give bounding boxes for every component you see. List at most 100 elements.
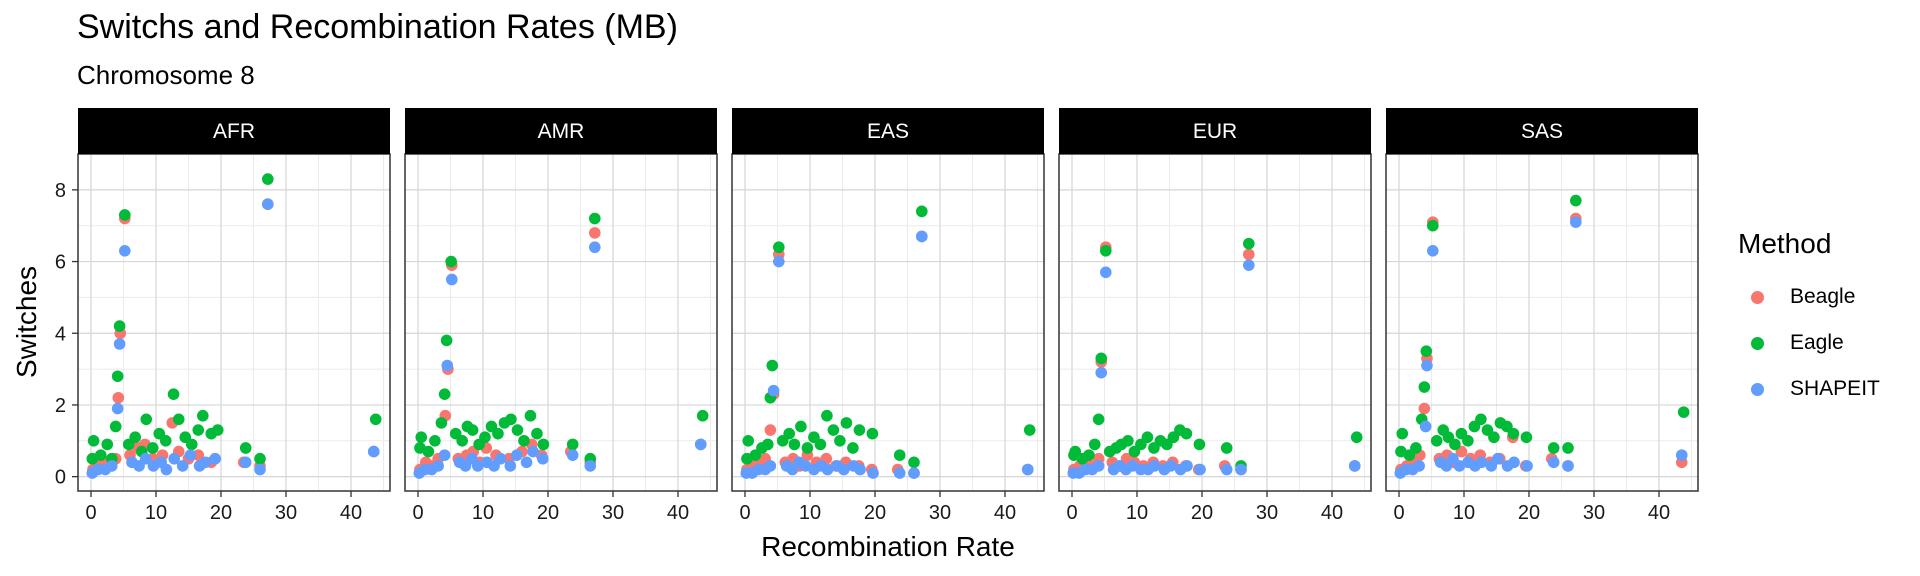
x-tick-label: 0 [1066,502,1077,524]
y-axis-title: Switches [11,266,42,378]
point-eagle [435,417,448,429]
point-shapeit [106,460,118,472]
point-beagle [764,424,777,436]
panel-afr: AFR 0 10 20 30 40 0 2 4 6 8 [55,108,391,524]
x-tick-label: 40 [667,502,689,524]
x-tick-label: 20 [1518,502,1540,524]
point-shapeit [1508,456,1520,469]
point-shapeit [916,230,928,243]
point-eagle [531,427,543,440]
point-eagle [801,442,814,454]
point-eagle [1095,352,1108,365]
point-shapeit [1165,460,1177,472]
point-shapeit [566,449,579,461]
point-eagle [788,438,801,451]
panel-background [1059,154,1371,491]
point-eagle [197,409,209,422]
point-eagle [1562,442,1574,454]
point-shapeit [1521,460,1533,472]
point-eagle [1396,427,1409,440]
point-eagle [129,431,141,444]
point-shapeit [1492,452,1504,465]
chart-subtitle: Chromosome 8 [77,60,255,90]
point-eagle [511,424,524,436]
point-shapeit [694,438,707,451]
point-eagle [369,413,382,426]
point-eagle [795,420,807,433]
point-eagle [239,442,252,454]
point-eagle [1069,445,1082,458]
point-eagle [113,320,126,332]
x-tick-label: 10 [1126,502,1148,524]
point-eagle [1083,449,1095,461]
legend: Method Beagle Eagle SHAPEIT [1738,228,1880,412]
point-eagle [1088,438,1101,451]
chart-title: Switchs and Recombination Rates (MB) [77,8,678,46]
y-tick-label: 6 [55,252,66,274]
point-shapeit [1547,456,1560,469]
x-tick-label: 10 [145,502,167,524]
point-shapeit [821,463,834,476]
point-shapeit [254,463,266,476]
point-shapeit [199,456,212,469]
point-eagle [159,435,172,447]
point-eagle [834,435,846,447]
x-tick-label: 10 [799,502,821,524]
point-eagle [1430,435,1443,447]
point-eagle [172,413,185,426]
point-eagle [440,334,453,347]
point-eagle [429,435,441,447]
x-axis-title: Recombination Rate [761,531,1015,562]
point-beagle [1418,402,1431,415]
point-eagle [1449,438,1461,451]
point-shapeit [520,456,533,469]
legend-label-eagle: Eagle [1790,331,1844,354]
point-eagle [466,424,479,436]
x-tick-label: 20 [1191,502,1213,524]
point-shapeit [1220,463,1233,476]
point-eagle [192,424,205,436]
panel-eur: EUR 0 10 20 30 40 [1058,108,1372,524]
point-eagle [783,427,795,440]
point-shapeit [584,460,597,472]
facet-strip [78,108,390,154]
point-eagle [1122,435,1134,447]
point-shapeit [119,244,131,257]
panel-eas: EAS 0 10 20 30 40 [731,108,1045,524]
x-tick-label: 20 [864,502,886,524]
point-shapeit [838,463,850,476]
point-eagle [1418,381,1431,393]
x-tick-label: 30 [275,502,297,524]
point-eagle [766,359,779,372]
x-tick-label: 30 [602,502,624,524]
point-eagle [119,209,131,221]
point-eagle [87,435,100,447]
point-eagle [742,435,755,447]
x-tick-label: 40 [340,502,362,524]
x-tick-label: 10 [1453,502,1475,524]
facet-strip-label: EUR [1193,120,1237,143]
point-shapeit [1181,460,1193,472]
point-eagle [415,431,428,444]
panel-amr: AMR 0 10 20 30 40 [404,108,718,524]
point-eagle [866,427,879,440]
point-shapeit [867,467,879,479]
point-shapeit [1194,463,1206,476]
point-eagle [94,449,107,461]
point-shapeit [1348,460,1361,472]
point-eagle [1092,413,1105,426]
point-eagle [445,255,457,268]
point-shapeit [504,460,517,472]
point-shapeit [160,463,173,476]
legend-item-eagle: Eagle [1738,320,1880,366]
point-beagle [589,227,601,239]
point-eagle [853,424,866,436]
point-eagle [1023,424,1036,436]
point-eagle [1410,442,1422,454]
facet-strip [1386,108,1698,154]
point-eagle [589,212,601,225]
point-eagle [505,413,517,426]
point-eagle [1180,427,1193,440]
point-shapeit [1148,460,1161,472]
point-shapeit [432,460,444,472]
